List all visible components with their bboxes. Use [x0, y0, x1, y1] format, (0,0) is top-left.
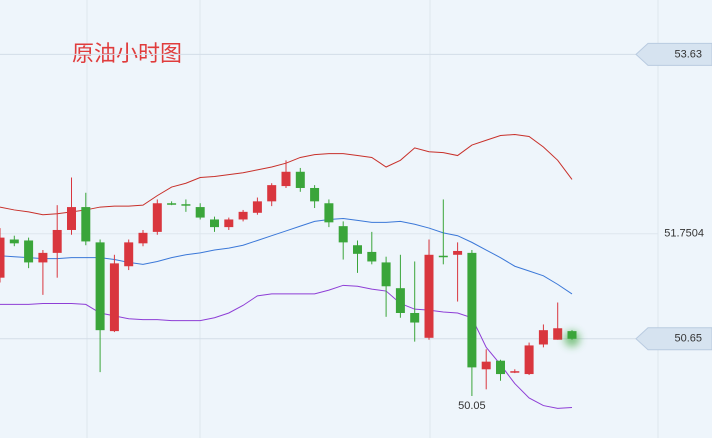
candle-body	[367, 251, 377, 262]
candle-body	[510, 371, 520, 373]
candle-body	[67, 207, 76, 230]
band-line	[0, 218, 573, 295]
candle-body	[167, 203, 177, 205]
candle-body	[138, 232, 148, 244]
candle-body	[467, 252, 477, 368]
candle-body	[52, 229, 62, 253]
candle-body	[410, 312, 420, 323]
candle-body	[24, 240, 34, 263]
candle-body	[553, 328, 563, 340]
chart-title: 原油小时图	[72, 41, 182, 66]
candle-body	[353, 245, 362, 254]
candle-body	[310, 187, 320, 202]
candle-body	[438, 255, 448, 258]
candle-body	[9, 239, 19, 244]
band-line	[0, 284, 573, 409]
candle-body	[95, 242, 105, 331]
candle-body	[252, 201, 262, 213]
candle-body	[152, 203, 162, 232]
candle-body	[567, 331, 577, 339]
price-tag	[635, 42, 712, 66]
candle-body	[496, 360, 505, 375]
candle-body	[0, 237, 5, 278]
low-label: 50.05	[458, 400, 486, 412]
candle-body	[395, 288, 405, 313]
candle-body	[281, 171, 291, 187]
price-tag	[635, 327, 712, 351]
candle-body	[424, 254, 434, 338]
candle-body	[338, 226, 348, 243]
candle-body	[295, 171, 305, 188]
candle-body	[381, 262, 391, 287]
price-tag-label: 50.65	[674, 333, 702, 345]
candle-body	[538, 330, 548, 345]
y-tick-label: 51.7504	[664, 228, 704, 240]
candle-body	[109, 263, 119, 332]
candle-body	[238, 211, 248, 220]
candle-body	[481, 361, 491, 370]
price-tag-label: 53.63	[674, 48, 702, 60]
candle-body	[524, 345, 534, 375]
candle-body	[38, 252, 48, 263]
candle-body	[210, 219, 219, 228]
candle-body	[267, 185, 277, 202]
candle-body	[181, 204, 191, 206]
candle-body	[124, 242, 134, 267]
candle-body	[324, 203, 334, 223]
candle-body	[81, 207, 91, 242]
candle-body	[453, 250, 463, 255]
candle-body	[224, 219, 234, 228]
candle-body	[195, 207, 205, 218]
